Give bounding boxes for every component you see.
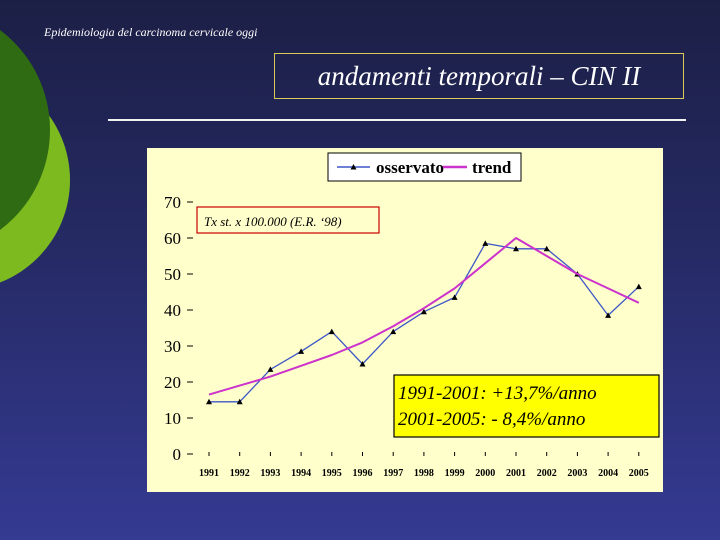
- dark-green-circle: [0, 30, 50, 230]
- y-tick-label: 0: [173, 445, 182, 464]
- observed-point: [513, 245, 519, 252]
- line-chart: 0 10 20 30 40 50 60 70 1991 1992 1993 1994 1995 1996 1…: [164, 152, 660, 479]
- x-tick-label: 1997: [383, 468, 403, 479]
- x-tick-label: 1996: [353, 468, 373, 479]
- x-tick-label: 1998: [414, 468, 434, 479]
- x-tick-label: 1995: [322, 468, 342, 479]
- trend-line: [208, 237, 640, 396]
- y-tick-label: 10: [164, 409, 181, 428]
- observed-point: [543, 245, 550, 252]
- header-caption: Epidemiologia del carcinoma cervicale og…: [44, 25, 258, 39]
- x-tick-label: 1993: [260, 468, 280, 479]
- x-tick-label: 2001: [506, 468, 526, 479]
- chart-panel: 0 10 20 30 40 50 60 70 1991 1992 1993 1994 1995 1996 1…: [147, 148, 663, 492]
- observed-point: [359, 361, 366, 367]
- y-tick-label: 60: [164, 229, 181, 248]
- x-tick-label: 1999: [445, 468, 465, 479]
- slide-title: andamenti temporali – CIN II: [274, 53, 684, 99]
- decorative-green-shapes: [0, 30, 70, 283]
- observed-point: [236, 398, 243, 405]
- x-tick-label: 2004: [598, 468, 618, 479]
- x-tick-label: 2002: [537, 468, 557, 479]
- title-divider: [108, 119, 686, 121]
- observed-point: [605, 312, 612, 318]
- change-note-box: [393, 374, 660, 438]
- observed-point: [328, 328, 335, 335]
- observed-point: [390, 328, 397, 335]
- rate-note-text: Tx st. x 100.000 (E.R. ‘98): [204, 214, 342, 229]
- x-tick-label: 2000: [475, 468, 495, 479]
- legend-observed-marker: [350, 164, 357, 170]
- y-tick-label: 50: [164, 265, 181, 284]
- x-tick-label: 1992: [230, 468, 250, 479]
- observed-point: [298, 348, 305, 354]
- observed-point: [482, 240, 489, 246]
- rate-note-box: [196, 206, 380, 234]
- x-tick-label: 1991: [199, 468, 219, 479]
- y-tick-label: 20: [164, 373, 181, 392]
- change-note-line2: 2001-2005: - 8,4%/anno: [398, 409, 585, 430]
- legend-label-trend: trend: [472, 158, 512, 177]
- y-tick-label: 40: [164, 301, 181, 320]
- y-tick-label: 70: [164, 193, 181, 212]
- legend-label-observed: osservato: [376, 158, 444, 177]
- observed-point: [206, 398, 212, 405]
- x-tick-label: 1994: [291, 468, 311, 479]
- y-tick-label: 30: [164, 337, 181, 356]
- observed-point: [267, 366, 274, 372]
- observed-point: [420, 308, 427, 315]
- x-tick-label: 2003: [567, 468, 587, 479]
- x-tick-label: 2005: [629, 468, 649, 479]
- change-note-line1: 1991-2001: +13,7%/anno: [398, 383, 597, 404]
- observed-point: [451, 294, 458, 300]
- observed-point: [635, 283, 642, 290]
